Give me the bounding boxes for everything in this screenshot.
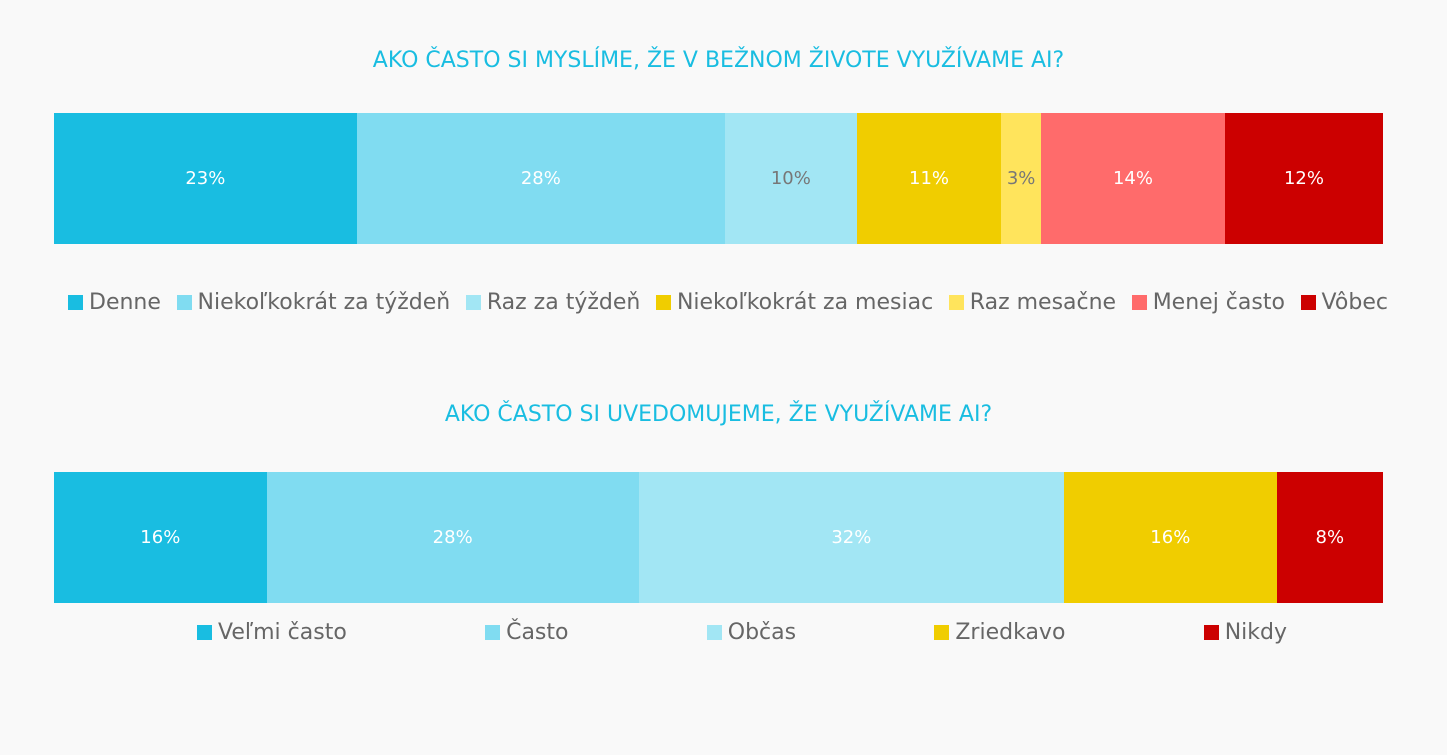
bar-segment: 10% [725,113,857,244]
bar-segment: 23% [54,113,357,244]
legend-item: Často [485,620,568,645]
bar-segment: 12% [1225,113,1383,244]
legend-label: Veľmi často [218,620,347,645]
chart-1-legend: Denne Niekoľkokrát za týždeň Raz za týždeň… [68,290,1388,315]
legend-swatch [1203,625,1219,640]
data-label: 10% [770,168,811,189]
data-label: 8% [1315,527,1345,548]
legend-item: Veľmi často [197,620,347,645]
bar-segment: 16% [54,472,267,603]
legend-item: Raz za týždeň [465,290,641,315]
legend-label: Niekoľkokrát za týždeň [197,290,451,315]
chart-1-bar: 23% 28% 10% 11% 3% 14% 12% [54,113,1383,244]
chart-2-legend: Veľmi často Často Občas Zriedkavo Nikdy [197,620,1287,645]
chart-2-bar: 16% 28% 32% 16% 8% [54,472,1383,603]
bar-segment: 8% [1276,472,1383,603]
data-label: 14% [1112,168,1153,189]
chart-2-title: AKO ČASTO SI UVEDOMUJEME, ŽE VYUŽÍVAME A… [444,402,993,427]
legend-item: Denne [68,290,161,315]
legend-item: Menej často [1131,290,1285,315]
data-label: 11% [909,168,950,189]
bar-segment: 28% [266,472,639,603]
bar-segment: 16% [1064,472,1277,603]
chart-1-title: AKO ČASTO SI MYSLÍME, ŽE V BEŽNOM ŽIVOTE… [372,48,1065,73]
legend-swatch [465,295,481,310]
bar-segment: 11% [856,113,1002,244]
legend-label: Raz mesačne [969,290,1117,315]
legend-label: Nikdy [1224,620,1287,645]
legend-item: Občas [706,620,797,645]
legend-label: Občas [727,620,797,645]
legend-item: Vôbec [1300,290,1388,315]
legend-label: Menej často [1152,290,1285,315]
legend-item: Nikdy [1203,620,1287,645]
bar-segment: 32% [638,472,1064,603]
legend-swatch [197,625,212,640]
data-label: 3% [1006,168,1036,189]
legend-label: Zriedkavo [955,620,1066,645]
bar-segment: 28% [356,113,726,244]
bar-segment: 3% [1001,113,1041,244]
legend-swatch [934,625,950,640]
bar-segment: 14% [1040,113,1226,244]
legend-item: Raz mesačne [948,290,1117,315]
data-label: 16% [140,527,181,548]
legend-label: Denne [89,290,161,315]
data-label: 28% [520,168,561,189]
data-label: 16% [1150,527,1191,548]
data-label: 12% [1283,168,1324,189]
legend-swatch [68,295,83,310]
legend-swatch [176,295,192,310]
legend-swatch [1131,295,1147,310]
legend-label: Raz za týždeň [486,290,641,315]
legend-label: Často [506,620,569,645]
data-label: 23% [185,168,226,189]
legend-swatch [655,295,671,310]
legend-item: Niekoľkokrát za mesiac [655,290,934,315]
data-label: 28% [432,527,473,548]
legend-item: Niekoľkokrát za týždeň [176,290,451,315]
legend-swatch [706,625,722,640]
legend-swatch [485,625,501,640]
legend-label: Niekoľkokrát za mesiac [676,290,934,315]
data-label: 32% [831,527,872,548]
legend-swatch [948,295,964,310]
legend-item: Zriedkavo [934,620,1065,645]
legend-label: Vôbec [1321,290,1388,315]
legend-swatch [1300,295,1316,310]
